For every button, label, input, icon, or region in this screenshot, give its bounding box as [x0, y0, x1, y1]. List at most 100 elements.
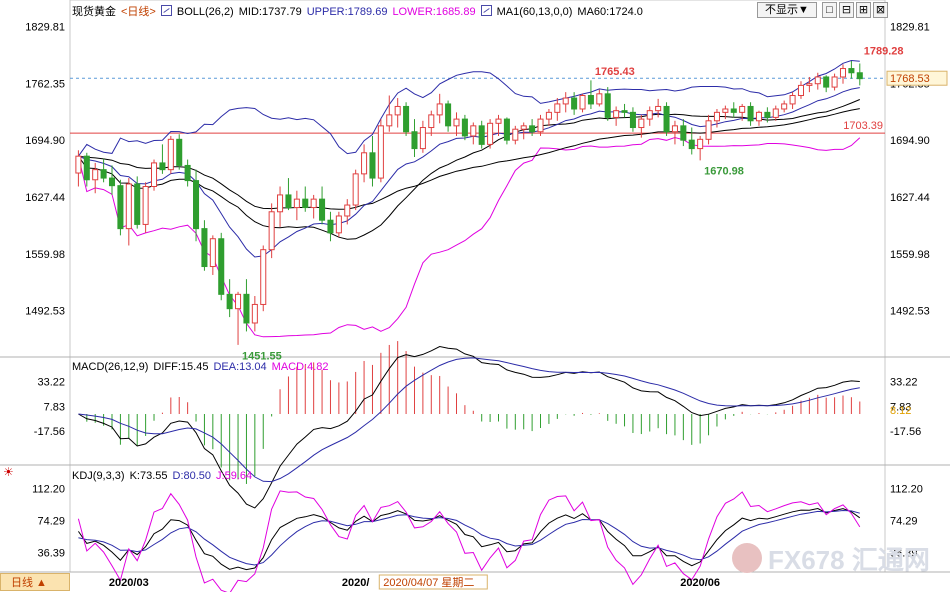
hide-dropdown-button[interactable]: 不显示▼ [757, 2, 817, 18]
window-button-4[interactable]: ⊠ [873, 2, 888, 18]
period-selector-button[interactable]: 日线 ▲ [0, 573, 70, 591]
candle [285, 194, 292, 209]
candle [184, 164, 191, 182]
candle [251, 303, 258, 324]
candle [108, 177, 116, 187]
kdj-header-item: D:80.50 [172, 470, 212, 482]
candle [403, 105, 410, 133]
candle [629, 111, 636, 129]
macd-tick-label-left: 7.83 [44, 401, 65, 413]
kdj-tick-label-right: 36.39 [890, 547, 918, 559]
settings-sun-icon[interactable]: ☀ [3, 465, 14, 479]
date-tick-label: 2020/03 [109, 577, 149, 589]
candle [344, 204, 351, 217]
price-tick-label-left: 1829.81 [25, 22, 65, 34]
kdj-tick-label-right: 74.29 [890, 515, 918, 527]
candle [394, 105, 401, 116]
candle [613, 110, 620, 118]
price-tick-label-left: 1627.44 [25, 192, 65, 204]
main-header-item: 现货黄金 [72, 6, 116, 18]
main-header-item: UPPER:1789.69 [306, 6, 388, 18]
boll-indicator-icon[interactable] [160, 5, 172, 16]
candle [260, 249, 267, 305]
price-annotation: 1451.55 [242, 350, 282, 362]
boll-upper-line [77, 59, 860, 157]
macd-diff-line [78, 345, 860, 509]
main-indicator-header: 现货黄金 <日线> BOLL(26,2) MID:1737.79 UPPER:1789.… [72, 3, 648, 19]
watermark-text: FX678 汇通网 [768, 545, 930, 575]
candle [730, 108, 737, 113]
ma-indicator-icon[interactable] [480, 5, 492, 16]
candle [789, 95, 796, 105]
price-tick-label-right: 1829.81 [890, 22, 930, 34]
candle [470, 125, 477, 137]
candle [604, 93, 611, 118]
kdj-indicator-header: KDJ(9,3,3) K:73.55 D:80.50 J:59.64 [72, 470, 257, 482]
candle [797, 84, 804, 97]
candle [503, 118, 510, 141]
candle [587, 95, 594, 105]
candle [663, 105, 670, 133]
candle [495, 118, 502, 124]
candle [823, 76, 830, 88]
candle [562, 97, 569, 105]
kdj-k-line [77, 507, 861, 571]
window-button-1[interactable]: □ [822, 2, 837, 18]
price-annotation: 1789.28 [864, 46, 904, 58]
candle [335, 215, 342, 234]
candle [739, 105, 746, 113]
candle [445, 103, 452, 127]
candle [512, 128, 519, 141]
kdj-header-item: K:73.55 [129, 470, 168, 482]
candle [243, 293, 250, 324]
candle [268, 211, 275, 251]
kdj-header-item: KDJ(9,3,3) [72, 470, 125, 482]
price-tick-label-left: 1559.98 [25, 249, 65, 261]
macd-dea-line [78, 357, 860, 483]
date-tick-label: 2020/ [342, 577, 370, 589]
macd-tick-label-right: 7.83 [890, 401, 911, 413]
candle [646, 110, 653, 120]
kdj-tick-label-left: 112.20 [32, 483, 65, 495]
window-button-3[interactable]: ⊞ [856, 2, 871, 18]
candle [814, 76, 821, 85]
kdj-tick-label-left: 74.29 [37, 515, 65, 527]
boll-mid-line [77, 99, 860, 240]
candle [461, 118, 468, 137]
boll-lower-line [77, 136, 861, 338]
window-button-2[interactable]: ⊟ [839, 2, 854, 18]
candle [92, 169, 99, 181]
watermark-logo: FX678 汇通网 [732, 540, 930, 577]
candle [293, 198, 300, 209]
candle [327, 219, 334, 234]
candle [361, 152, 368, 175]
main-header-item: BOLL(26,2) [176, 6, 234, 18]
candle [209, 238, 216, 268]
candle [218, 238, 225, 295]
candle [596, 93, 603, 105]
main-header-item: MA60:1724.0 [577, 6, 643, 18]
price-tick-label-left: 1694.90 [25, 135, 65, 147]
ma-short-line [78, 87, 860, 258]
macd-header-item: MACD(26,12,9) [72, 361, 149, 373]
candle [352, 173, 359, 206]
price-annotation: 1765.43 [595, 66, 635, 78]
candle [697, 138, 704, 150]
candle [848, 68, 855, 74]
candle [369, 152, 376, 179]
candle [453, 118, 460, 127]
candle [705, 120, 712, 140]
price-tick-label-right: 1627.44 [890, 192, 930, 204]
candle [419, 127, 426, 150]
main-header-item: MA1(60,13,0,0) [496, 6, 573, 18]
last-price-box [886, 70, 948, 86]
price-tick-label-left: 1762.35 [25, 78, 65, 90]
macd-tick-label-right: -17.56 [890, 426, 921, 438]
macd-tick-label-right: 33.22 [890, 377, 918, 389]
candle [100, 169, 107, 179]
candle [83, 155, 90, 181]
cursor-date-box [378, 574, 488, 590]
candle [125, 183, 132, 230]
candle [680, 125, 687, 141]
candle [856, 72, 863, 80]
